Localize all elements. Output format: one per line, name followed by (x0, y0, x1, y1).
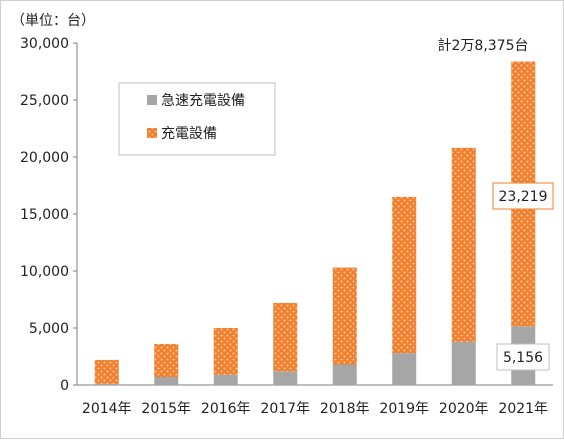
total-annotation: 計2万8,375台 (438, 38, 529, 54)
bar-charging (94, 359, 119, 384)
bar-quick-charging (392, 353, 417, 385)
x-tick-label: 2017年 (260, 401, 310, 417)
bar-quick-charging (273, 371, 298, 385)
bar-charging (273, 302, 298, 372)
x-axis: 2014年 2015年 2016年 2017年 2018年 2019年 2020年 2021年 (77, 384, 553, 417)
bar-quick-charging (213, 374, 238, 385)
y-tick-label: 15,000 (20, 207, 69, 223)
bar-quick-charging (451, 341, 476, 385)
x-tick-label: 2021年 (498, 401, 548, 417)
bar-series (94, 61, 536, 385)
x-tick-label: 2019年 (379, 401, 429, 417)
callout-charging-box (492, 182, 554, 210)
unit-label: （単位：台） (11, 13, 95, 29)
legend-swatch-quick (147, 95, 157, 105)
y-tick-label: 20,000 (20, 150, 69, 166)
legend-box (118, 82, 276, 156)
bar-charging (392, 196, 417, 354)
x-tick-label: 2018年 (320, 401, 370, 417)
bar-quick-charging (154, 377, 179, 385)
bar-charging (332, 267, 357, 365)
callout-quick: 5,156 (496, 343, 550, 371)
legend: 急速充電設備 充電設備 (118, 82, 276, 156)
callout-quick-box (496, 343, 550, 371)
x-tick-label: 2014年 (82, 401, 132, 417)
callout-charging-value: 23,219 (499, 189, 548, 205)
y-tick-label: 25,000 (20, 93, 69, 109)
y-tick-label: 5,000 (29, 321, 69, 337)
x-tick-label: 2015年 (141, 401, 191, 417)
y-tick-label: 30,000 (20, 36, 69, 52)
bar-quick-charging (332, 364, 357, 385)
bar-quick-charging (94, 383, 119, 385)
y-axis: 0 5,000 10,000 15,000 20,000 25,000 30,000 (20, 36, 78, 394)
bar-charging (154, 343, 179, 378)
bar-charging (213, 328, 238, 375)
y-tick-label: 0 (60, 378, 69, 394)
legend-swatch-charging (147, 128, 157, 138)
y-tick-label: 10,000 (20, 264, 69, 280)
legend-label-charging: 充電設備 (161, 126, 217, 142)
x-tick-label: 2020年 (439, 401, 489, 417)
callout-charging: 23,219 (492, 182, 554, 210)
legend-label-quick: 急速充電設備 (161, 93, 245, 109)
x-tick-label: 2016年 (201, 401, 251, 417)
callout-quick-value: 5,156 (503, 350, 543, 366)
bar-charging (451, 147, 476, 342)
